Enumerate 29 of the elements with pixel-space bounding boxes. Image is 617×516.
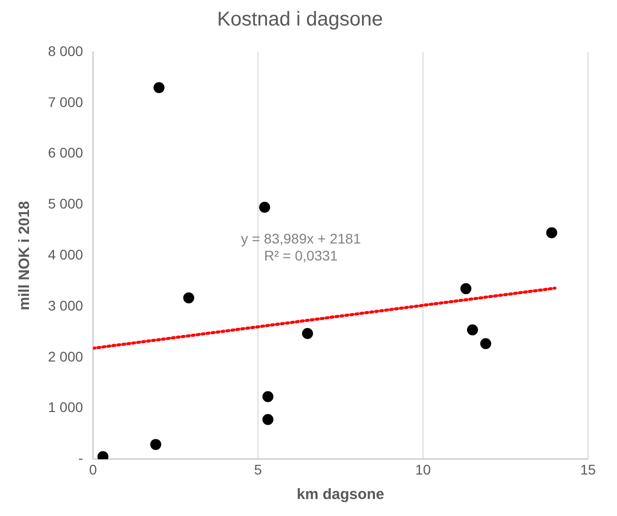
point: [259, 202, 270, 213]
x-axis-title: km dagsone: [296, 486, 384, 504]
x-tick-label: 0: [89, 461, 98, 478]
point: [302, 328, 314, 339]
x-tick-label: 5: [254, 461, 262, 478]
y-tick-label: 7 000: [48, 94, 84, 110]
point: [150, 438, 162, 450]
chart-title: Kostnad i dagsone: [217, 8, 383, 31]
x-tick-label: 10: [415, 461, 432, 478]
annotation: y = 83,989x + 2181: [240, 230, 362, 246]
y-tick-label: 3 000: [48, 297, 84, 314]
y-tick-label: 1 000: [48, 399, 84, 416]
y-axis-title: mill NOK i 2018: [16, 200, 34, 310]
point: [460, 283, 472, 294]
y-tick-label: 2 000: [48, 348, 84, 364]
point: [262, 414, 274, 425]
x-tick-label: 15: [580, 461, 596, 478]
y-tick-label: 8 000: [48, 42, 84, 59]
point: [262, 391, 274, 402]
point: [154, 82, 165, 94]
point: [546, 227, 558, 238]
point: [183, 292, 194, 304]
point: [480, 338, 492, 350]
annotation: R² = 0,0331: [264, 247, 338, 264]
y-tick-label: 4 000: [48, 246, 84, 262]
y-tick-label: 5 000: [48, 196, 84, 212]
y-tick-label: -: [78, 450, 84, 466]
y-tick-label: 6 000: [48, 144, 84, 161]
point: [467, 324, 478, 336]
